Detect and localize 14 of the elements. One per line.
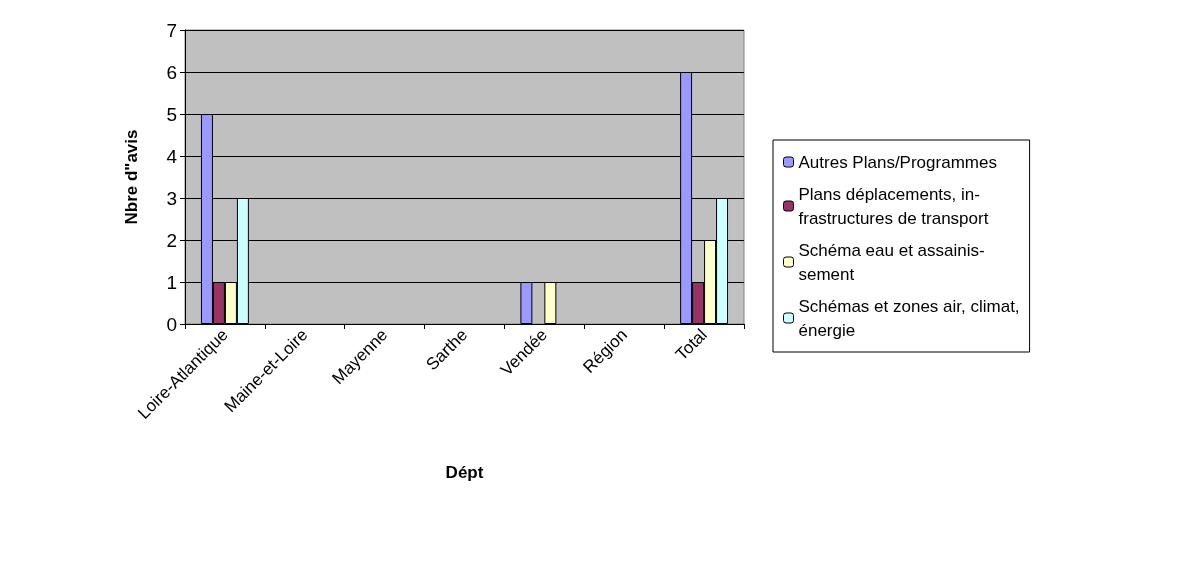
y-tick-label: 4	[166, 145, 178, 167]
y-tick-label: 0	[166, 313, 177, 335]
y-axis-title: Nbre d"avis	[122, 129, 141, 225]
legend-label: Plans déplacements, in- frastructures de transport	[798, 184, 989, 228]
y-tick-label: 2	[166, 229, 177, 251]
y-tick-label: 6	[166, 61, 177, 83]
y-tick-label: 7	[166, 19, 177, 41]
y-tick-label: 3	[166, 187, 177, 209]
y-tick-label: 1	[166, 271, 177, 293]
legend-label: Schéma eau et assainis- sement	[798, 240, 985, 284]
y-tick-label: 5	[166, 103, 177, 125]
x-axis-title: Dépt	[445, 463, 484, 482]
legend-label: Autres Plans/Programmes	[798, 152, 997, 172]
legend-label: Schémas et zones air, climat, énergie	[798, 296, 1020, 340]
